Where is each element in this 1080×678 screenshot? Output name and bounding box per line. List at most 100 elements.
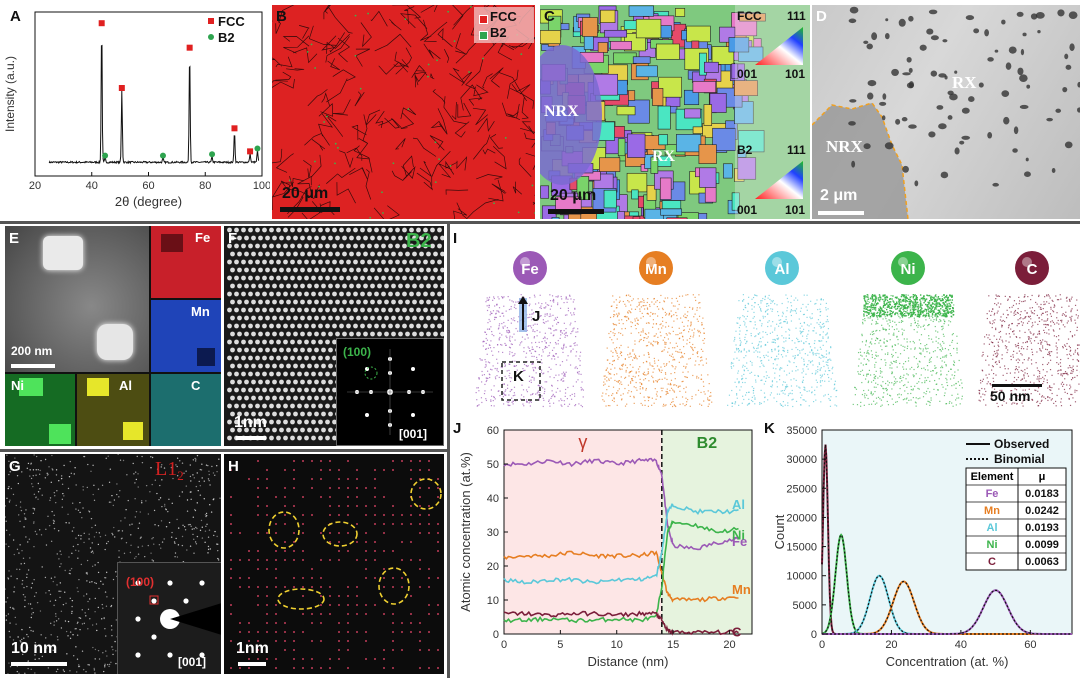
apt-atom (624, 358, 626, 360)
apt-atom (654, 388, 656, 390)
apt-atom (627, 354, 629, 356)
apt-atom (636, 358, 638, 360)
apt-atom (791, 389, 793, 392)
apt-atom (542, 373, 544, 375)
apt-atom (633, 402, 635, 404)
atom-column (349, 251, 354, 257)
atom-column (258, 427, 263, 433)
apt-atom (639, 382, 641, 384)
speckle (112, 578, 115, 581)
apt-atom (953, 377, 955, 379)
apt-atom (734, 403, 736, 405)
filtered-spot (383, 496, 385, 498)
apt-atom (760, 346, 762, 348)
apt-atom (884, 364, 887, 366)
filtered-spot (266, 478, 268, 480)
speckle (201, 463, 203, 465)
apt-atom (615, 349, 617, 352)
atom-column (230, 411, 235, 417)
apt-atom (765, 331, 767, 334)
speckle (29, 626, 31, 629)
apt-atom (548, 327, 550, 329)
apt-atom (522, 389, 525, 391)
apt-atom (822, 344, 824, 346)
speckle (75, 537, 77, 539)
atom-column (258, 395, 263, 401)
apt-atom (664, 341, 666, 343)
panel-label-f: F (228, 230, 238, 247)
apt-atom (817, 366, 819, 368)
speckle (94, 672, 96, 674)
apt-atom (506, 336, 508, 339)
apt-atom (787, 404, 789, 407)
apt-atom (797, 299, 799, 301)
apt-atom (875, 323, 877, 325)
apt-atom (644, 332, 647, 335)
apt-atom (684, 404, 686, 407)
apt-atom (542, 349, 544, 351)
atom-column (363, 299, 368, 305)
apt-atom (559, 337, 561, 340)
speckle (108, 501, 111, 503)
speckle (207, 536, 210, 538)
apt-atom (605, 393, 607, 395)
filtered-spot (257, 568, 259, 570)
apt-atom (692, 336, 694, 338)
apt-atom (659, 331, 661, 333)
apt-atom (617, 390, 619, 392)
apt-atom (656, 395, 658, 397)
apt-atom (658, 308, 660, 310)
atom-column (339, 291, 344, 297)
apt-atom (669, 403, 672, 405)
speckle (41, 494, 43, 496)
apt-atom (639, 385, 641, 388)
precipitate-80 (863, 143, 871, 150)
speckle (57, 530, 60, 532)
atom-column (244, 363, 249, 369)
apt-atom (488, 344, 491, 346)
apt-atom (738, 318, 741, 320)
apt-atom (783, 389, 786, 392)
speckle (94, 581, 96, 584)
speckle (63, 495, 65, 497)
apt-atom (902, 384, 905, 387)
precipitate-71 (898, 18, 906, 27)
apt-atom (942, 386, 944, 388)
apt-atom (562, 380, 564, 382)
apt-atom (484, 331, 486, 333)
apt-atom (700, 356, 702, 359)
apt-atom (609, 336, 611, 339)
atom-column (391, 315, 396, 321)
filtered-spot (284, 649, 286, 651)
saed-zone-axis: [001] (178, 655, 207, 669)
filtered-spot (239, 649, 241, 651)
atom-column (349, 235, 354, 241)
apt-atom (781, 356, 784, 358)
atom-column (374, 291, 379, 297)
speckle (208, 479, 210, 482)
apt-atom (550, 328, 552, 330)
filtered-spot (383, 523, 385, 525)
atom-column (269, 259, 274, 265)
atom-column (265, 427, 270, 433)
grain-253 (610, 41, 632, 51)
atom-column (227, 403, 232, 409)
grain-234 (737, 157, 757, 180)
speckle (93, 484, 95, 487)
speckle (59, 565, 61, 568)
apt-atom (642, 315, 644, 318)
atom-column (367, 259, 372, 265)
apt-atom (534, 296, 536, 298)
apt-atom (745, 355, 747, 357)
atom-column (360, 243, 365, 249)
apt-atom (541, 355, 543, 357)
apt-atom (956, 335, 958, 337)
apt-atom (815, 332, 817, 334)
apt-atom (828, 398, 830, 400)
speckle (18, 672, 20, 674)
fcc-peak-marker-4 (247, 148, 254, 155)
apt-atom (620, 376, 622, 378)
speckle (69, 569, 71, 572)
apt-atom (741, 402, 743, 404)
apt-atom (805, 306, 807, 308)
